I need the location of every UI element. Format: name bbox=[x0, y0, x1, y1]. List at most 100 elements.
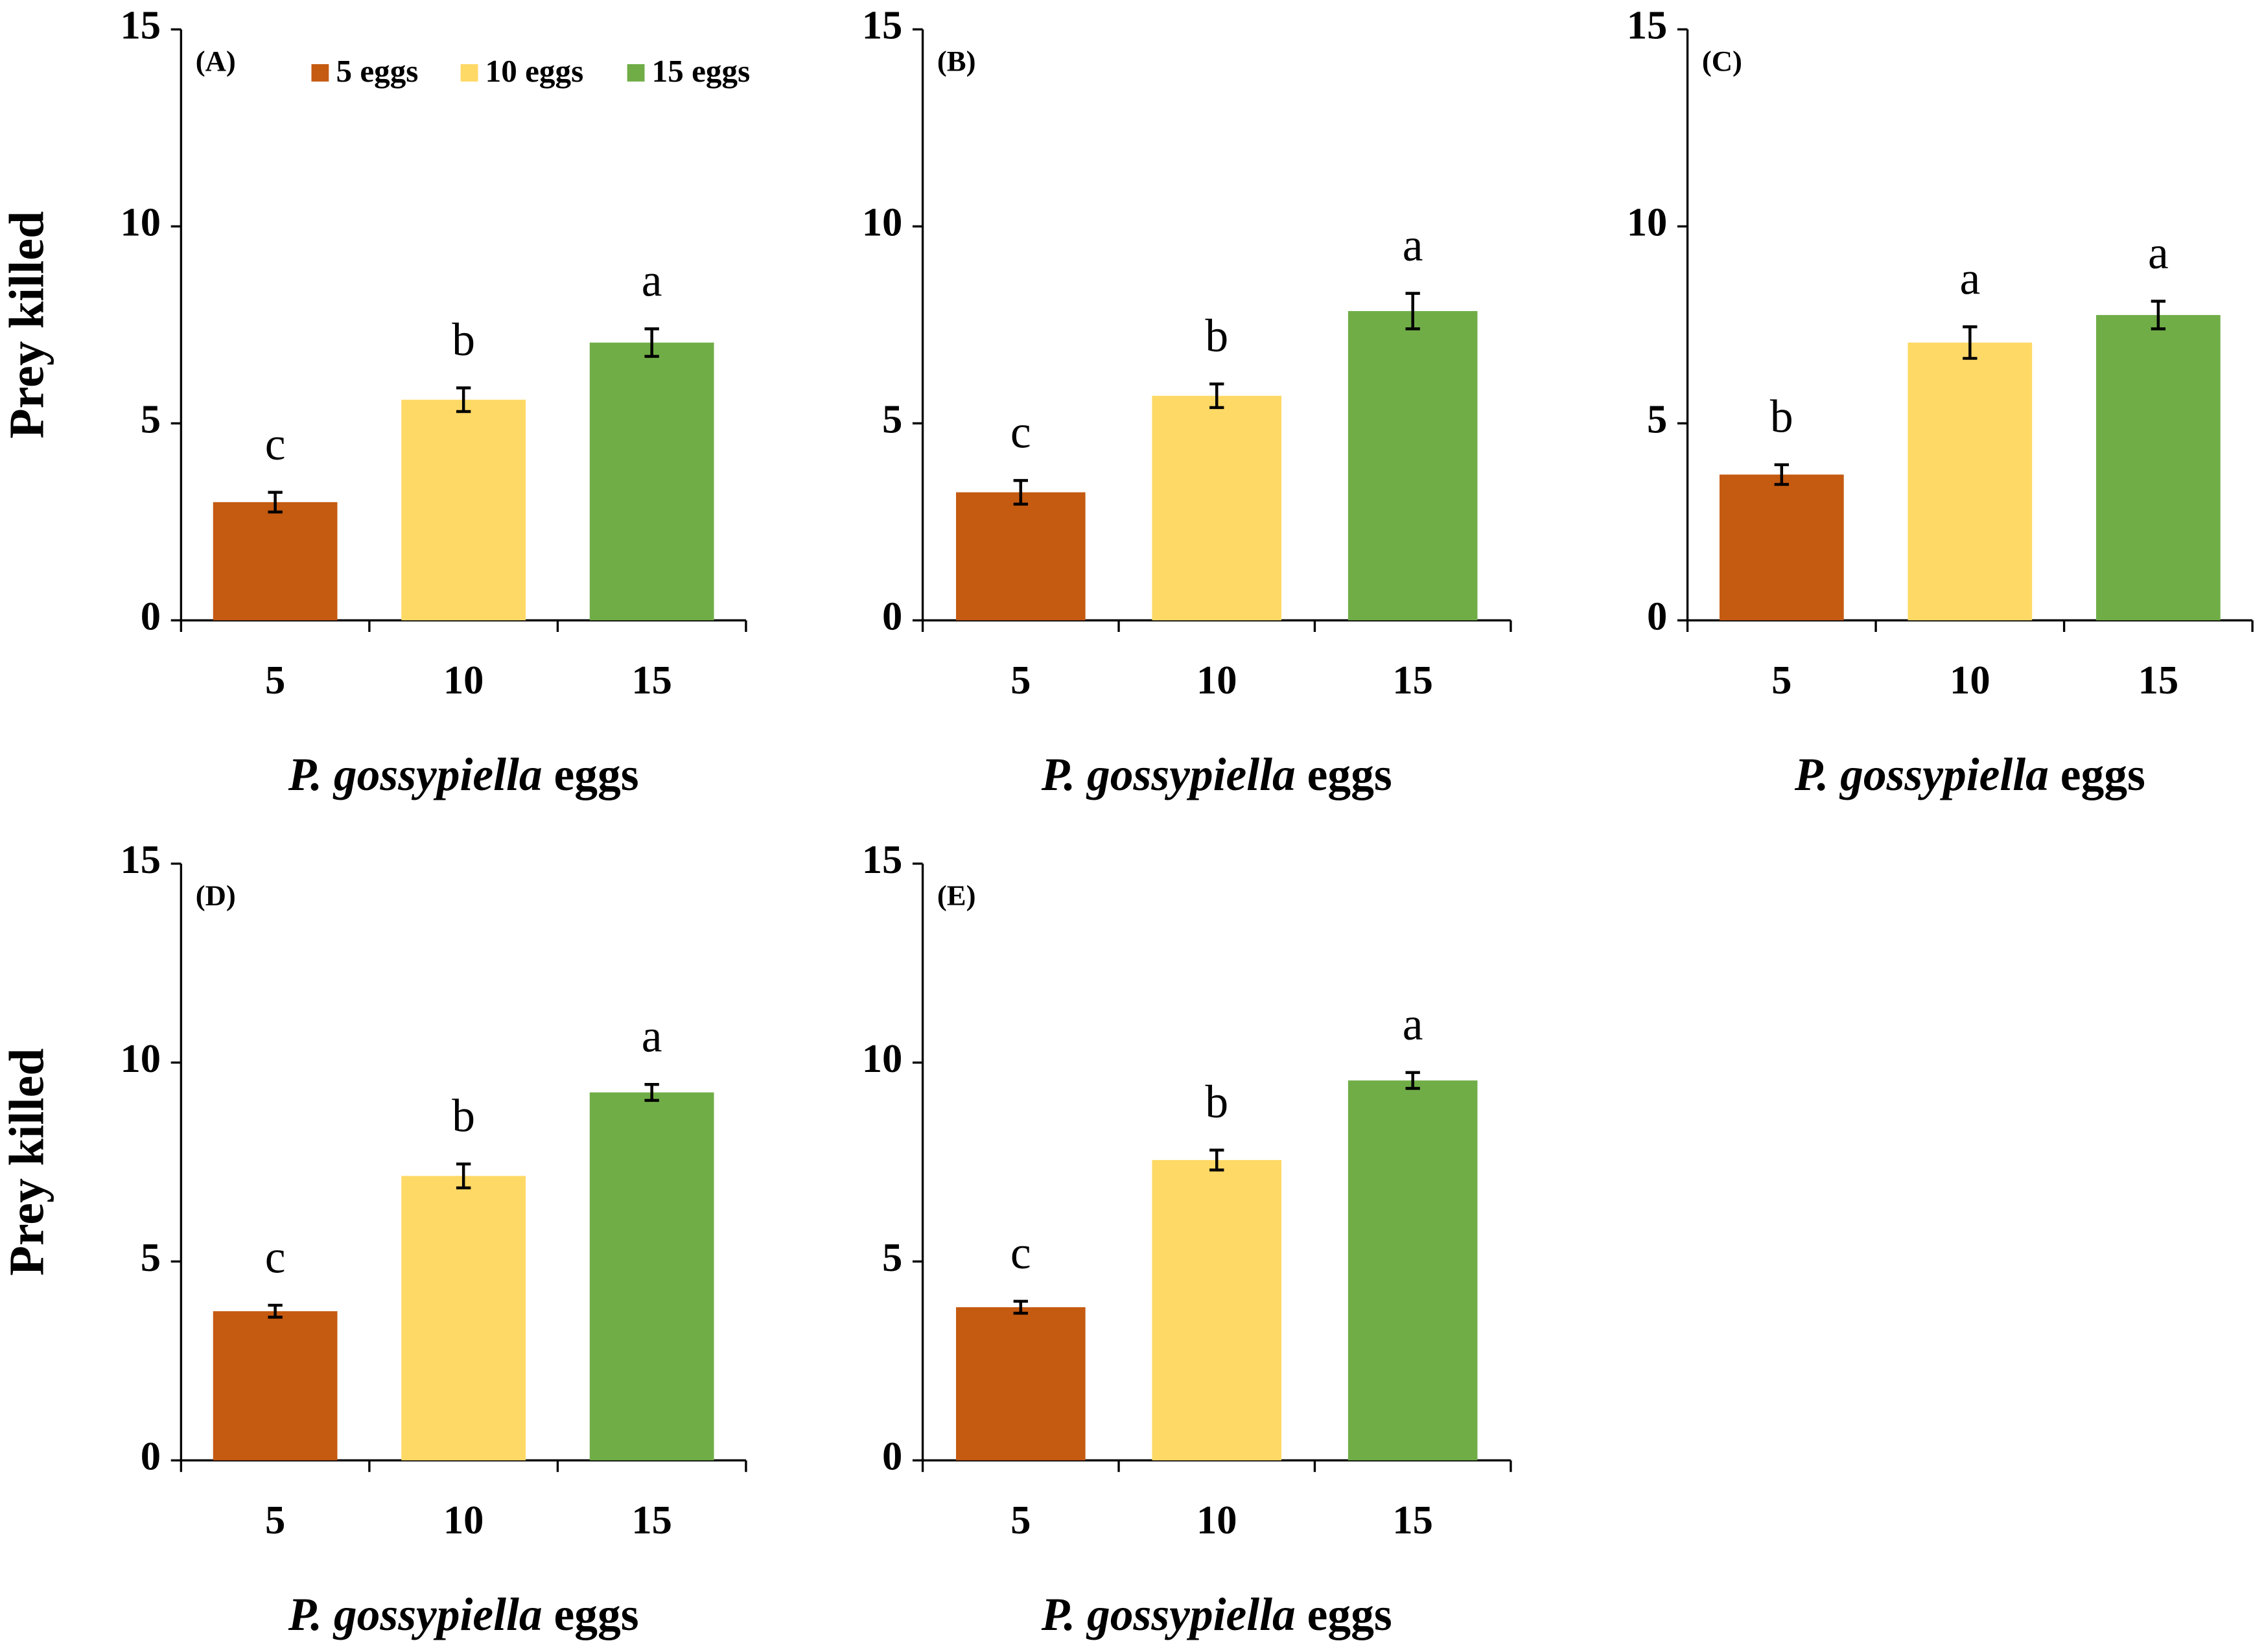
error-bar bbox=[1013, 1299, 1028, 1315]
significance-letter: b bbox=[452, 314, 475, 366]
significance-letter: b bbox=[1205, 310, 1228, 362]
panel-label: (B) bbox=[937, 45, 976, 77]
y-tick-label: 0 bbox=[141, 1434, 161, 1479]
x-tick-label: 15 bbox=[631, 1497, 672, 1542]
y-tick-label: 10 bbox=[121, 1036, 161, 1081]
significance-letter: c bbox=[265, 419, 286, 470]
x-tick-label: 5 bbox=[265, 657, 285, 703]
x-tick-label: 10 bbox=[1950, 657, 1990, 703]
x-tick-label: 15 bbox=[1392, 1497, 1433, 1542]
significance-letter: b bbox=[452, 1090, 475, 1141]
x-tick-label: 10 bbox=[443, 1497, 484, 1542]
significance-letter: b bbox=[1205, 1076, 1228, 1128]
bar bbox=[213, 502, 338, 621]
x-axis-label-unit: eggs bbox=[2060, 749, 2145, 800]
x-axis-label: P. gossypiella eggs bbox=[1041, 1590, 1392, 1641]
x-tick-label: 5 bbox=[1771, 657, 1791, 703]
bar bbox=[955, 1307, 1086, 1461]
y-tick-label: 10 bbox=[862, 1036, 903, 1081]
x-axis-label-species: P. gossypiella bbox=[288, 749, 543, 800]
y-tick-label: 15 bbox=[121, 3, 161, 48]
y-tick-label: 15 bbox=[121, 837, 161, 882]
legend-label: 15 eggs bbox=[652, 53, 751, 89]
error-bar bbox=[456, 1162, 471, 1190]
error-bar bbox=[1209, 382, 1224, 410]
panel-label: (D) bbox=[196, 879, 236, 911]
error-bar bbox=[644, 1083, 659, 1102]
x-axis-label-unit: eggs bbox=[554, 749, 639, 800]
x-axis-label: P. gossypiella eggs bbox=[1041, 749, 1392, 800]
error-bar bbox=[1405, 1071, 1420, 1090]
y-tick-label: 15 bbox=[1627, 3, 1668, 48]
x-axis-label: P. gossypiella eggs bbox=[288, 749, 639, 800]
x-tick-label: 5 bbox=[1010, 1497, 1031, 1542]
bar bbox=[589, 1092, 714, 1461]
x-tick-label: 10 bbox=[443, 657, 484, 703]
error-bar bbox=[1209, 1148, 1224, 1172]
x-tick-label: 10 bbox=[1196, 1497, 1237, 1542]
error-bar bbox=[268, 491, 283, 514]
error-bar bbox=[644, 327, 659, 358]
error-bar bbox=[2151, 299, 2166, 331]
legend-swatch bbox=[460, 64, 478, 82]
legend-label: 5 eggs bbox=[336, 53, 418, 89]
x-tick-label: 10 bbox=[1196, 657, 1237, 703]
panel-label: (A) bbox=[196, 45, 236, 77]
significance-letter: a bbox=[642, 1011, 662, 1062]
y-tick-label: 10 bbox=[1627, 200, 1668, 245]
y-tick-label: 0 bbox=[141, 594, 161, 639]
x-axis-label-species: P. gossypiella bbox=[1794, 749, 2049, 800]
y-tick-label: 5 bbox=[141, 397, 161, 442]
x-axis-label-species: P. gossypiella bbox=[1041, 749, 1296, 800]
y-tick-label: 5 bbox=[1647, 397, 1667, 442]
significance-letter: b bbox=[1770, 391, 1793, 442]
bar bbox=[589, 342, 714, 621]
significance-letter: a bbox=[1403, 220, 1423, 271]
error-bar bbox=[1013, 479, 1028, 506]
error-bar bbox=[1963, 325, 1978, 360]
significance-letter: a bbox=[1403, 999, 1423, 1050]
bar bbox=[401, 399, 526, 621]
bar bbox=[213, 1311, 338, 1461]
significance-letter: c bbox=[265, 1231, 286, 1283]
bar bbox=[1348, 310, 1478, 621]
x-axis-label-unit: eggs bbox=[554, 1590, 639, 1641]
x-tick-label: 5 bbox=[1010, 657, 1031, 703]
error-bar bbox=[456, 386, 471, 413]
x-axis-label-unit: eggs bbox=[1307, 1590, 1392, 1641]
x-axis-label-species: P. gossypiella bbox=[288, 1590, 543, 1641]
error-bar bbox=[268, 1303, 283, 1319]
significance-letter: c bbox=[1010, 1227, 1031, 1279]
y-tick-label: 15 bbox=[862, 837, 903, 882]
significance-letter: a bbox=[642, 255, 662, 307]
significance-letter: a bbox=[1959, 253, 1980, 305]
bar bbox=[401, 1176, 526, 1461]
y-tick-label: 0 bbox=[882, 1434, 902, 1479]
bar bbox=[1152, 395, 1282, 621]
significance-letter: c bbox=[1010, 407, 1031, 458]
y-tick-label: 5 bbox=[882, 1235, 902, 1280]
bar bbox=[1908, 342, 2033, 621]
x-axis-label-species: P. gossypiella bbox=[1041, 1590, 1296, 1641]
panel-label: (C) bbox=[1702, 45, 1742, 77]
x-axis-label-unit: eggs bbox=[1307, 749, 1392, 800]
y-tick-label: 0 bbox=[1647, 594, 1667, 639]
y-tick-label: 0 bbox=[882, 594, 902, 639]
legend-swatch bbox=[311, 64, 329, 82]
y-tick-label: 5 bbox=[882, 397, 902, 442]
legend-swatch bbox=[627, 64, 645, 82]
x-tick-label: 15 bbox=[631, 657, 672, 703]
bar bbox=[2095, 315, 2221, 621]
y-tick-label: 10 bbox=[862, 200, 903, 245]
y-tick-label: 15 bbox=[862, 3, 903, 48]
error-bar bbox=[1405, 292, 1420, 331]
x-tick-label: 15 bbox=[2138, 657, 2179, 703]
x-axis-label: P. gossypiella eggs bbox=[288, 1590, 639, 1641]
y-axis-label: Prey killed bbox=[0, 1048, 54, 1275]
bar bbox=[955, 492, 1086, 621]
legend-label: 10 eggs bbox=[485, 53, 584, 89]
significance-letter: a bbox=[2148, 227, 2169, 279]
error-bar bbox=[1774, 463, 1789, 486]
y-tick-label: 10 bbox=[121, 200, 161, 245]
